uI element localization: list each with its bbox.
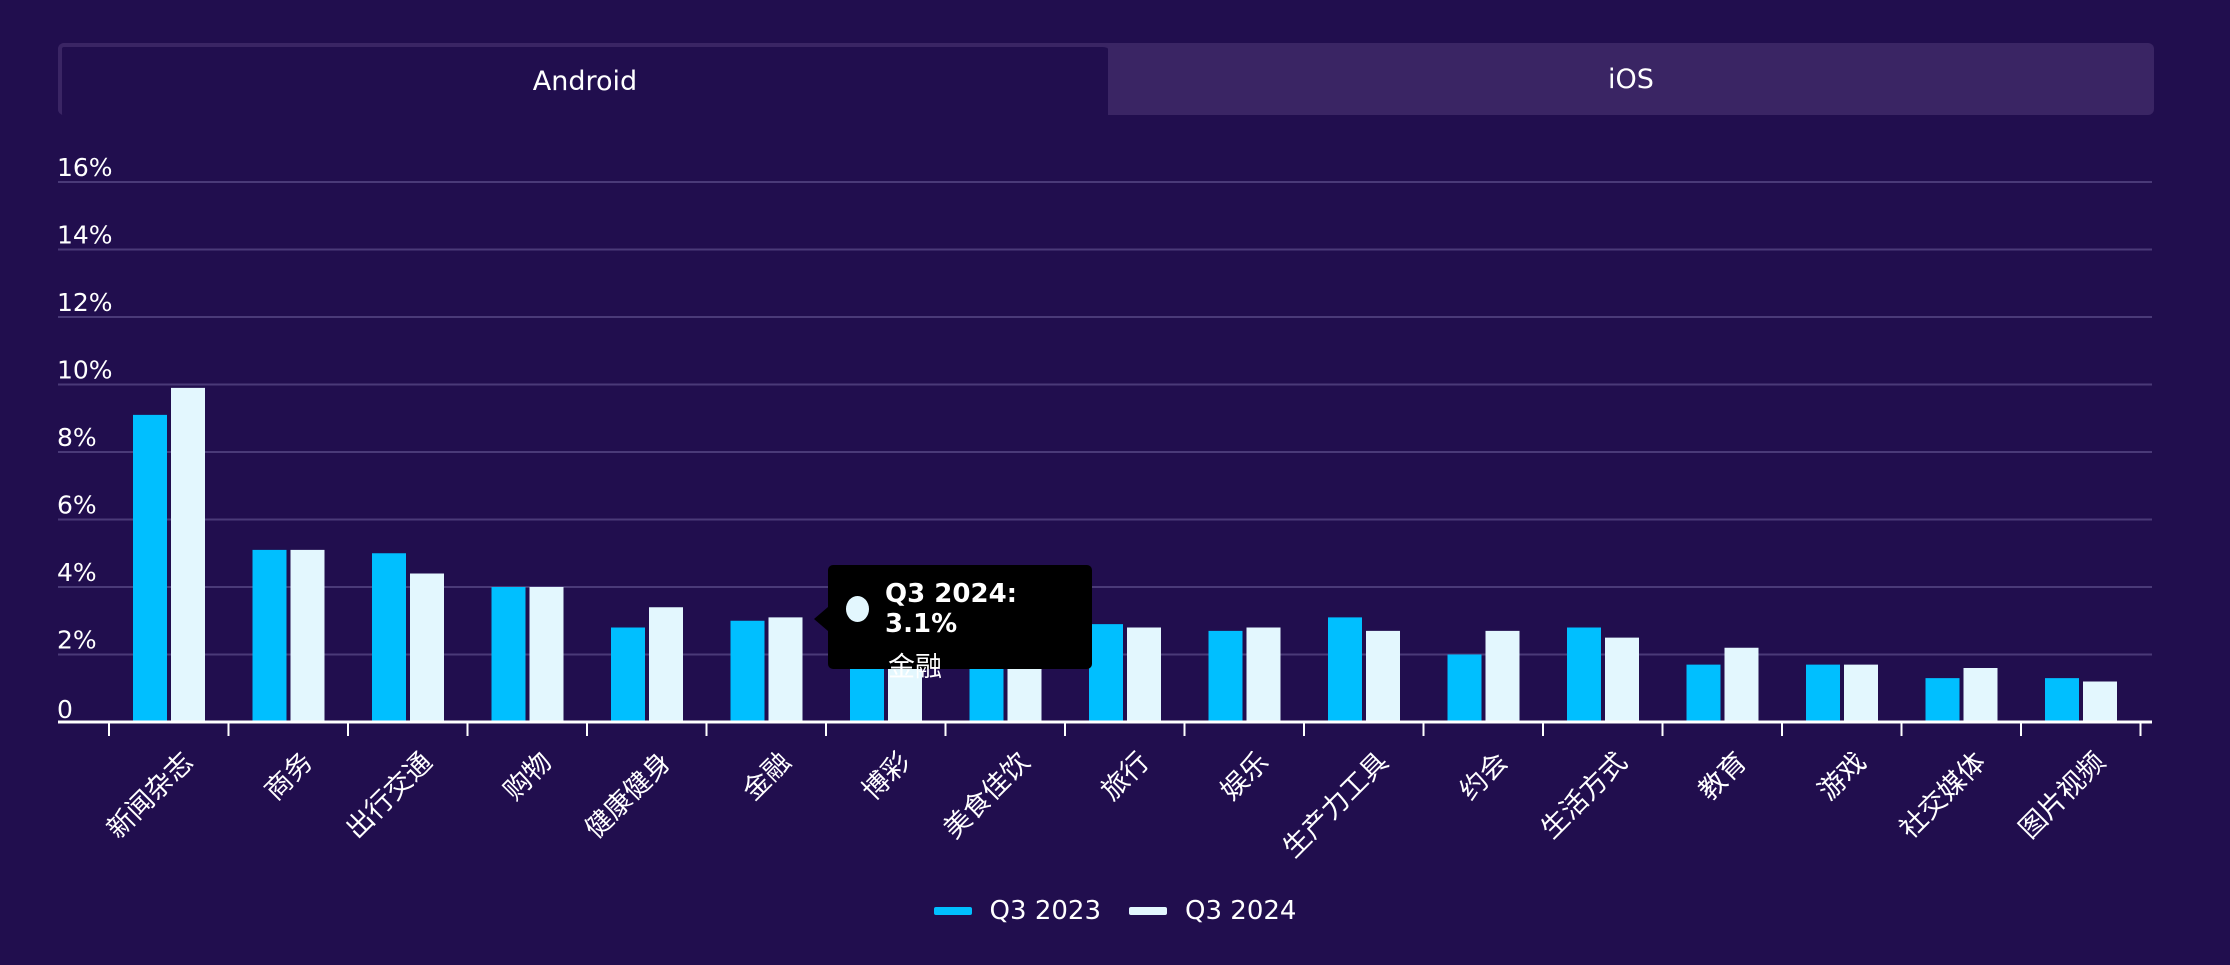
bar-q3-2023[interactable]	[372, 553, 406, 722]
legend-item-q3-2024[interactable]: Q3 2024	[1129, 896, 1296, 926]
x-category-label: 社交媒体	[1894, 747, 1992, 845]
legend-label-q3-2023: Q3 2023	[989, 896, 1101, 926]
y-tick-label: 6%	[57, 491, 97, 520]
x-category-label: 金融	[737, 747, 797, 807]
x-category-label: 新闻杂志	[101, 747, 199, 845]
bar-q3-2023[interactable]	[491, 587, 526, 722]
bar-q3-2023[interactable]	[252, 549, 287, 722]
bar-q3-2023[interactable]	[1089, 624, 1123, 722]
bar-q3-2024[interactable]	[1366, 630, 1400, 722]
bar-q3-2024[interactable]	[171, 387, 205, 722]
bar-q3-2023[interactable]	[2045, 678, 2079, 722]
y-tick-label: 8%	[57, 423, 97, 452]
tooltip-series-dot	[846, 596, 870, 622]
y-tick-label: 2%	[57, 626, 97, 655]
x-category-label: 美食佳饮	[938, 747, 1036, 845]
y-tick-label: 14%	[57, 221, 113, 250]
x-category-label: 游戏	[1812, 747, 1872, 807]
y-tick-label: 12%	[57, 288, 113, 317]
bar-q3-2023[interactable]	[1806, 664, 1840, 722]
bar-q3-2024[interactable]	[768, 617, 803, 722]
y-tick-label: 4%	[57, 558, 97, 587]
bar-q3-2023[interactable]	[1208, 630, 1243, 722]
x-category-label: 旅行	[1095, 747, 1155, 807]
bar-q3-2023[interactable]	[1686, 664, 1721, 722]
bar-q3-2023[interactable]	[1447, 654, 1482, 723]
x-axis: 新闻杂志 商务 出行交通 购物 健康健身 金融 博彩 美食佳饮 旅行 娱乐 生产力工具 约会 生活方式教…	[58, 720, 2152, 864]
bar-q3-2024[interactable]	[1605, 637, 1639, 722]
x-category-label: 商务	[259, 747, 319, 807]
tooltip-category: 金融	[888, 652, 942, 683]
tab-ios[interactable]: iOS	[1608, 63, 1654, 95]
bar-q3-2024[interactable]	[1844, 664, 1878, 722]
bar-q3-2024[interactable]	[290, 549, 325, 722]
x-category-label: 娱乐	[1215, 747, 1275, 807]
x-category-label: 约会	[1454, 747, 1514, 807]
tab-android[interactable]: Android	[58, 43, 1108, 115]
bars	[133, 387, 2117, 723]
legend-label-q3-2024: Q3 2024	[1185, 896, 1297, 926]
legend-swatch-q3-2024	[1129, 907, 1167, 915]
bar-q3-2023[interactable]	[1567, 627, 1601, 723]
x-category-label: 出行交通	[340, 747, 438, 845]
tooltip-value: Q3 2024: 3.1%	[885, 579, 1018, 639]
bar-q3-2024[interactable]	[1485, 630, 1520, 722]
x-category-label: 生产力工具	[1277, 747, 1394, 864]
bar-q3-2023[interactable]	[1328, 617, 1362, 722]
platform-tabs: Android iOS	[58, 43, 2154, 115]
legend-swatch-q3-2023	[933, 907, 972, 915]
bar-q3-2023[interactable]	[611, 627, 645, 723]
x-category-label: 图片视频	[2013, 747, 2111, 845]
bar-q3-2023[interactable]	[133, 414, 167, 722]
bar-q3-2024[interactable]	[649, 607, 683, 722]
x-category-label: 健康健身	[579, 747, 677, 845]
legend-item-q3-2023[interactable]: Q3 2023	[933, 896, 1101, 926]
bar-q3-2023[interactable]	[730, 620, 765, 722]
x-category-label: 博彩	[856, 747, 916, 807]
chart-tooltip: Q3 2024: 3.1% 金融	[814, 565, 1092, 683]
x-category-label: 生活方式	[1535, 747, 1633, 845]
bar-q3-2024[interactable]	[1127, 627, 1161, 723]
bar-q3-2024[interactable]	[1963, 668, 1998, 722]
y-tick-label: 0	[57, 695, 73, 724]
y-tick-label: 16%	[57, 153, 113, 182]
bar-q3-2024[interactable]	[529, 587, 564, 722]
bar-q3-2024[interactable]	[1246, 627, 1281, 723]
bar-q3-2024[interactable]	[2083, 681, 2117, 723]
bar-q3-2024[interactable]	[410, 573, 444, 723]
x-category-label: 购物	[498, 747, 558, 807]
y-tick-label: 10%	[57, 356, 113, 385]
chart-legend: Q3 2023 Q3 2024	[0, 896, 2230, 926]
x-category-label: 教育	[1693, 747, 1753, 807]
bar-q3-2024[interactable]	[1724, 647, 1759, 722]
y-axis: 0 2% 4% 6% 8% 10% 12% 14% 16%	[57, 153, 113, 724]
bar-q3-2023[interactable]	[1925, 678, 1960, 722]
